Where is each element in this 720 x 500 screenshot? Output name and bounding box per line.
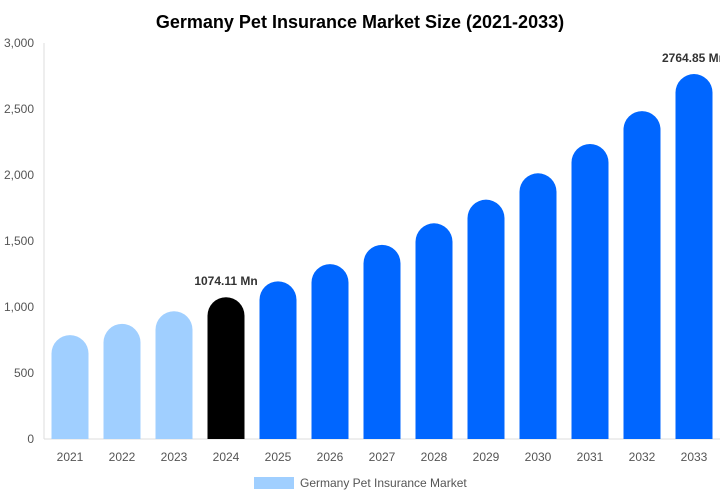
y-tick-label: 2,500 <box>4 102 34 116</box>
x-tick-label: 2031 <box>577 450 604 464</box>
x-tick-label: 2023 <box>161 450 188 464</box>
x-tick-label: 2029 <box>473 450 500 464</box>
x-tick-label: 2022 <box>109 450 136 464</box>
y-tick-label: 2,000 <box>4 168 34 182</box>
bar-2026[interactable] <box>311 264 349 439</box>
y-tick-label: 3,000 <box>4 36 34 50</box>
bar-2032[interactable] <box>623 111 661 440</box>
x-tick-label: 2032 <box>629 450 656 464</box>
y-tick-label: 1,000 <box>4 300 34 314</box>
legend[interactable]: Germany Pet Insurance Market <box>254 476 467 490</box>
bar-2025[interactable] <box>259 281 297 439</box>
bar-2021[interactable] <box>51 335 89 439</box>
bar-2024[interactable] <box>207 297 245 439</box>
x-tick-label: 2030 <box>525 450 552 464</box>
x-tick-label: 2027 <box>369 450 396 464</box>
bar-2029[interactable] <box>467 199 505 439</box>
y-tick-label: 500 <box>14 366 34 380</box>
bar-2033[interactable] <box>675 74 713 440</box>
bar-2030[interactable] <box>519 173 557 440</box>
x-tick-label: 2025 <box>265 450 292 464</box>
x-tick-label: 2021 <box>57 450 84 464</box>
data-label: 1074.11 Mn <box>194 274 257 288</box>
y-tick-label: 1,500 <box>4 234 34 248</box>
legend-swatch <box>254 477 294 489</box>
x-tick-label: 2033 <box>681 450 708 464</box>
bar-2022[interactable] <box>103 323 141 439</box>
chart-title: Germany Pet Insurance Market Size (2021-… <box>156 12 564 32</box>
x-tick-label: 2028 <box>421 450 448 464</box>
bar-2027[interactable] <box>363 244 401 439</box>
bar-2028[interactable] <box>415 223 453 439</box>
data-label: 2764.85 Mn <box>662 51 720 65</box>
y-tick-label: 0 <box>27 432 34 446</box>
bar-2023[interactable] <box>155 311 193 439</box>
x-tick-label: 2026 <box>317 450 344 464</box>
bar-2031[interactable] <box>571 144 609 439</box>
x-tick-label: 2024 <box>213 450 240 464</box>
legend-label: Germany Pet Insurance Market <box>300 476 467 490</box>
